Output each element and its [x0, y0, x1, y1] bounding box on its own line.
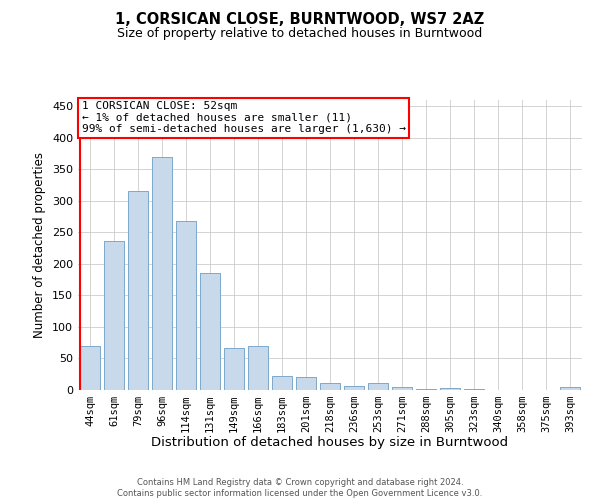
Bar [560, 388, 580, 390]
Bar [416, 388, 436, 390]
Y-axis label: Number of detached properties: Number of detached properties [34, 152, 46, 338]
Text: 1 CORSICAN CLOSE: 52sqm
← 1% of detached houses are smaller (11)
99% of semi-det: 1 CORSICAN CLOSE: 52sqm ← 1% of detached… [82, 102, 406, 134]
Bar [392, 387, 412, 390]
Bar [152, 156, 172, 390]
Bar [440, 388, 460, 390]
Text: Distribution of detached houses by size in Burntwood: Distribution of detached houses by size … [151, 436, 509, 449]
Bar [128, 192, 148, 390]
Bar [248, 346, 268, 390]
Bar [200, 274, 220, 390]
Bar [320, 383, 340, 390]
Bar [344, 386, 364, 390]
Bar [224, 348, 244, 390]
Text: Size of property relative to detached houses in Burntwood: Size of property relative to detached ho… [118, 28, 482, 40]
Bar [80, 346, 100, 390]
Text: Contains HM Land Registry data © Crown copyright and database right 2024.
Contai: Contains HM Land Registry data © Crown c… [118, 478, 482, 498]
Bar [272, 376, 292, 390]
Bar [296, 378, 316, 390]
Bar [104, 240, 124, 390]
Bar [368, 383, 388, 390]
Bar [176, 221, 196, 390]
Text: 1, CORSICAN CLOSE, BURNTWOOD, WS7 2AZ: 1, CORSICAN CLOSE, BURNTWOOD, WS7 2AZ [115, 12, 485, 28]
